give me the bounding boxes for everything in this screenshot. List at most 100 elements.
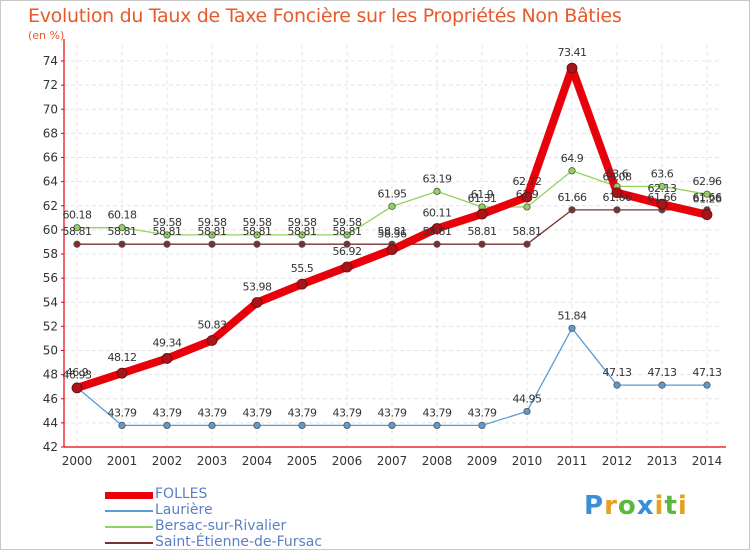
data-point-1 (523, 407, 531, 416)
data-point-2 (73, 224, 81, 232)
data-label: 59.58 (153, 216, 182, 229)
data-label: 43.79 (153, 406, 182, 419)
data-point-1 (343, 421, 351, 430)
data-label: 58.81 (513, 225, 542, 238)
data-label: 58.81 (288, 225, 317, 238)
data-point-3 (568, 206, 576, 214)
data-point-3 (613, 206, 621, 214)
data-label: 49.34 (153, 336, 182, 349)
data-label: 60.11 (423, 207, 452, 220)
y-tick-label: 62 (43, 199, 58, 213)
x-tick-label: 2012 (602, 454, 633, 468)
x-tick-label: 2013 (647, 454, 678, 468)
data-label: 46.93 (63, 369, 92, 382)
data-point-1 (703, 381, 711, 389)
data-label: 59.58 (288, 216, 317, 229)
legend-label-lauriere: Laurière (155, 502, 213, 518)
data-point-3 (73, 240, 81, 248)
axes: 42 44 46 48 50 52 54 56 58 60 62 64 66 68 70 72 74 2000 20… (43, 39, 726, 468)
x-tick-label: 2010 (512, 454, 543, 468)
x-tick-label: 2001 (107, 454, 138, 468)
data-label: 61.95 (378, 187, 407, 200)
data-point-3 (298, 240, 306, 248)
data-point-3 (478, 240, 486, 248)
data-point-2 (658, 182, 666, 191)
data-point-0 (161, 353, 173, 364)
data-point-0 (701, 209, 713, 221)
data-label: 58.81 (63, 225, 92, 238)
chart-title: Evolution du Taux de Taxe Foncière sur l… (28, 5, 622, 27)
legend-swatch-saint-etienne (105, 542, 153, 544)
x-tick-label: 2003 (197, 454, 228, 468)
data-label: 58.81 (468, 225, 497, 238)
data-label: 44.95 (513, 392, 542, 405)
legend-label-bersac: Bersac-sur-Rivalier (155, 518, 287, 534)
x-tick-label: 2007 (377, 454, 408, 468)
proxiti-logo: Proxiti (584, 491, 688, 521)
data-label: 60.18 (108, 209, 137, 222)
data-label: 43.79 (243, 406, 272, 419)
y-tick-label: 56 (43, 271, 58, 285)
logo-letter: t (664, 491, 678, 521)
data-label: 63.08 (603, 171, 632, 184)
data-point-1 (163, 421, 171, 430)
data-label: 47.13 (648, 366, 677, 379)
data-point-3 (433, 240, 441, 248)
data-point-2 (523, 203, 531, 211)
data-point-2 (118, 224, 126, 232)
data-label: 62.72 (513, 175, 542, 188)
data-label: 61.26 (693, 193, 722, 206)
data-label: 62.13 (648, 182, 677, 195)
y-tick-label: 66 (43, 151, 58, 165)
data-label: 43.79 (108, 406, 137, 419)
data-point-0 (71, 382, 83, 394)
data-point-3 (253, 240, 261, 248)
data-label: 58.81 (243, 225, 272, 238)
data-point-3 (343, 240, 351, 248)
data-label: 58.36 (378, 228, 407, 241)
data-label: 58.81 (378, 225, 407, 238)
data-label: 50.83 (198, 318, 227, 331)
data-label: 47.13 (693, 366, 722, 379)
data-label: 62.96 (693, 175, 722, 188)
logo-letter: P (584, 491, 605, 521)
data-point-1 (253, 421, 261, 430)
data-point-3 (163, 240, 171, 248)
data-label: 43.79 (288, 406, 317, 419)
data-point-2 (163, 231, 171, 239)
y-tick-label: 48 (43, 368, 58, 382)
data-label: 64.9 (561, 152, 584, 165)
y-tick-label: 46 (43, 392, 58, 406)
data-point-3 (523, 240, 531, 248)
data-label: 58.81 (108, 225, 137, 238)
legend-swatch-lauriere (105, 510, 153, 512)
logo-letter: r (604, 491, 618, 521)
data-label: 61.66 (558, 191, 587, 204)
data-label: 53.98 (243, 280, 272, 293)
data-point-2 (343, 231, 351, 239)
data-label: 43.79 (468, 406, 497, 419)
x-tick-label: 2009 (467, 454, 498, 468)
y-tick-label: 70 (43, 102, 58, 116)
legend-label-folles: FOLLES (155, 486, 208, 502)
legend-label-saint-etienne: Saint-Étienne-de-Fursac (155, 534, 323, 550)
logo-letter: o (617, 491, 637, 521)
legend-swatch-folles (105, 492, 153, 499)
data-point-0 (341, 261, 353, 273)
data-point-1 (568, 324, 576, 332)
x-tick-label: 2005 (287, 454, 318, 468)
data-point-0 (386, 244, 398, 256)
data-point-2 (298, 231, 306, 239)
data-label: 46.9 (66, 366, 89, 379)
data-point-0 (476, 208, 488, 220)
y-tick-label: 42 (43, 440, 58, 454)
data-label: 60.18 (63, 209, 92, 222)
data-label: 63.6 (606, 167, 629, 180)
data-label: 73.41 (558, 46, 587, 59)
legend-swatch-bersac (105, 526, 153, 528)
data-label: 59.58 (243, 216, 272, 229)
data-point-0 (656, 198, 668, 210)
data-point-3 (118, 240, 126, 248)
logo-letter: i (654, 491, 665, 521)
